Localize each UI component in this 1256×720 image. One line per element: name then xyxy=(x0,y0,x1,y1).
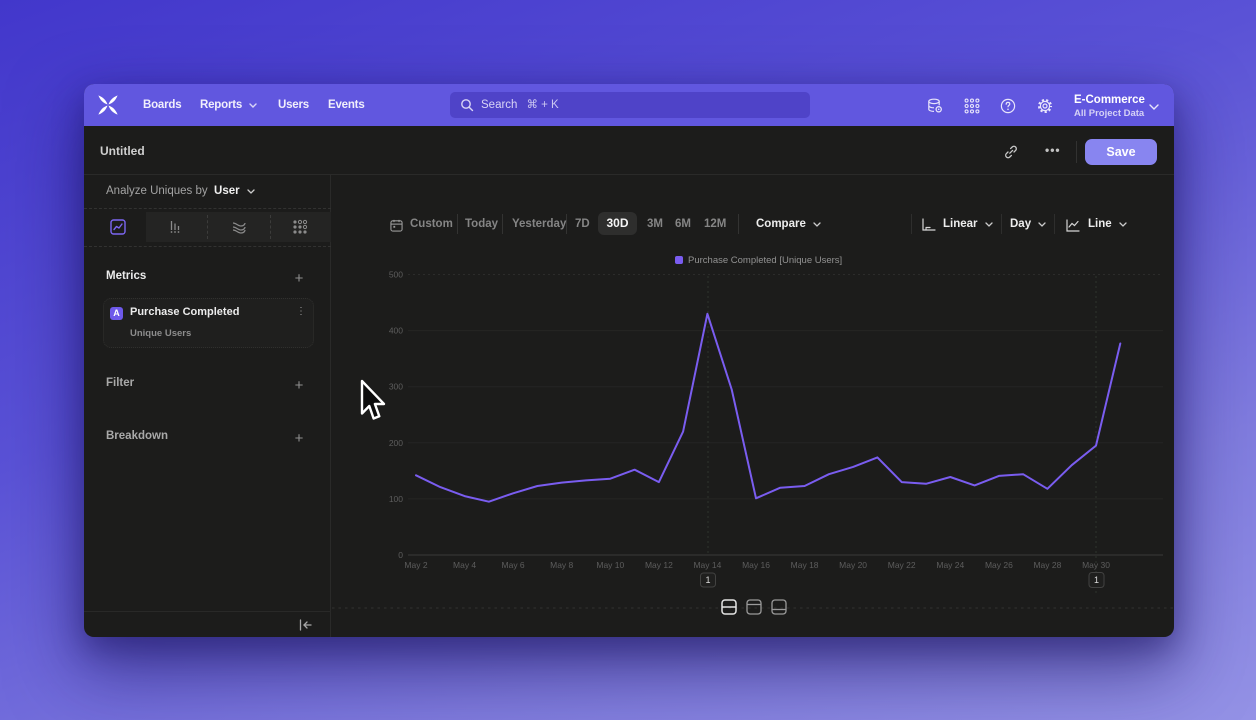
svg-text:May 2: May 2 xyxy=(404,560,427,570)
svg-text:May 10: May 10 xyxy=(596,560,624,570)
svg-text:May 24: May 24 xyxy=(936,560,964,570)
svg-text:500: 500 xyxy=(389,270,403,280)
svg-text:May 30: May 30 xyxy=(1082,560,1110,570)
svg-text:May 20: May 20 xyxy=(839,560,867,570)
svg-text:May 26: May 26 xyxy=(985,560,1013,570)
svg-text:May 22: May 22 xyxy=(888,560,916,570)
svg-text:May 6: May 6 xyxy=(502,560,525,570)
svg-text:May 28: May 28 xyxy=(1033,560,1061,570)
svg-text:May 4: May 4 xyxy=(453,560,476,570)
svg-text:1: 1 xyxy=(705,575,710,585)
svg-text:May 14: May 14 xyxy=(693,560,721,570)
svg-text:200: 200 xyxy=(389,438,403,448)
svg-text:300: 300 xyxy=(389,382,403,392)
svg-text:400: 400 xyxy=(389,326,403,336)
svg-text:May 12: May 12 xyxy=(645,560,673,570)
svg-text:0: 0 xyxy=(398,550,403,560)
svg-text:100: 100 xyxy=(389,494,403,504)
svg-text:1: 1 xyxy=(1094,575,1099,585)
svg-text:May 16: May 16 xyxy=(742,560,770,570)
svg-text:May 8: May 8 xyxy=(550,560,573,570)
svg-text:May 18: May 18 xyxy=(791,560,819,570)
